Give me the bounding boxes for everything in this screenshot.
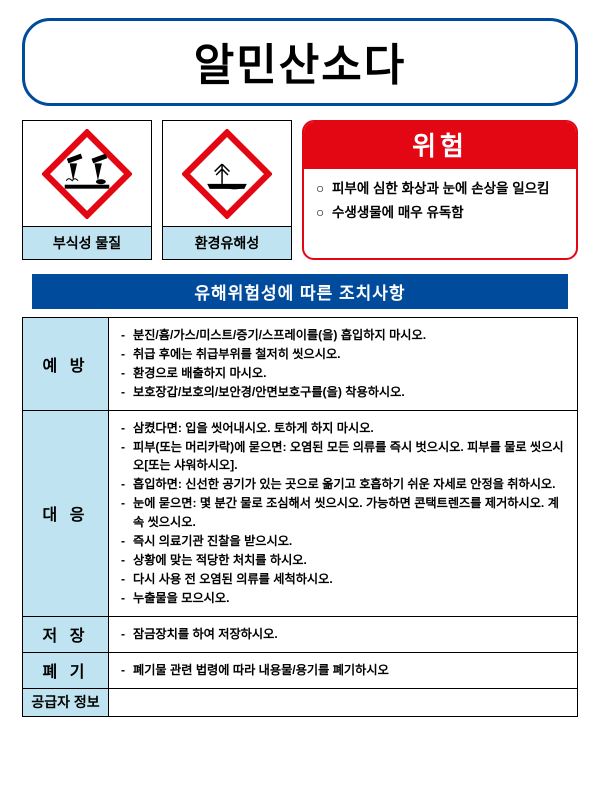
pictogram-label: 부식성 물질 bbox=[23, 226, 151, 259]
top-row: 부식성 물질 환경유해성 위험 피부에 심한 화상과 눈에 손상을 일으킴 수생… bbox=[22, 120, 578, 260]
table-row-response: 대 응 삼켰다면: 입을 씻어내시오. 토하게 하지 마시오. 피부(또는 머리… bbox=[23, 410, 578, 616]
row-label: 폐 기 bbox=[23, 652, 109, 688]
list-item: 보호장갑/보호의/보안경/안면보호구를(을) 착용하시오. bbox=[119, 383, 567, 402]
pictogram-environment: 환경유해성 bbox=[162, 120, 292, 260]
danger-heading: 위험 bbox=[304, 122, 576, 169]
row-label: 대 응 bbox=[23, 410, 109, 616]
danger-item: 피부에 심한 화상과 눈에 손상을 일으킴 bbox=[316, 179, 564, 199]
list-item: 흡입하면: 신선한 공기가 있는 곳으로 옮기고 호흡하기 쉬운 자세로 안정을… bbox=[119, 475, 567, 494]
pictogram-corrosive: 부식성 물질 bbox=[22, 120, 152, 260]
list-item: 취급 후에는 취급부위를 철저히 씻으시오. bbox=[119, 345, 567, 364]
list-item: 눈에 묻으면: 몇 분간 물로 조심해서 씻으시오. 가능하면 콘택트렌즈를 제… bbox=[119, 494, 567, 532]
section-heading: 유해위험성에 따른 조치사항 bbox=[32, 274, 568, 309]
danger-list: 피부에 심한 화상과 눈에 손상을 일으킴 수생생물에 매우 유독함 bbox=[304, 169, 576, 236]
title-container: 알민산소다 bbox=[22, 18, 578, 106]
list-item: 폐기물 관련 법령에 따라 내용물/용기를 폐기하시오 bbox=[119, 661, 567, 680]
row-label: 저 장 bbox=[23, 616, 109, 652]
list-item: 상황에 맞는 적당한 처치를 하시오. bbox=[119, 551, 567, 570]
table-row-storage: 저 장 잠금장치를 하여 저장하시오. bbox=[23, 616, 578, 652]
list-item: 삼켰다면: 입을 씻어내시오. 토하게 하지 마시오. bbox=[119, 419, 567, 438]
corrosive-icon bbox=[23, 121, 151, 226]
row-content: 폐기물 관련 법령에 따라 내용물/용기를 폐기하시오 bbox=[109, 652, 578, 688]
row-content bbox=[109, 688, 578, 716]
pictogram-label: 환경유해성 bbox=[163, 226, 291, 259]
row-label: 공급자 정보 bbox=[23, 688, 109, 716]
table-row-supplier: 공급자 정보 bbox=[23, 688, 578, 716]
list-item: 분진/흄/가스/미스트/증기/스프레이를(을) 흡입하지 마시오. bbox=[119, 326, 567, 345]
chemical-title: 알민산소다 bbox=[25, 29, 575, 93]
list-item: 누출물을 모으시오. bbox=[119, 589, 567, 608]
danger-item: 수생생물에 매우 유독함 bbox=[316, 203, 564, 223]
list-item: 잠금장치를 하여 저장하시오. bbox=[119, 625, 567, 644]
row-content: 삼켰다면: 입을 씻어내시오. 토하게 하지 마시오. 피부(또는 머리카락)에… bbox=[109, 410, 578, 616]
list-item: 즉시 의료기관 진찰을 받으시오. bbox=[119, 532, 567, 551]
danger-box: 위험 피부에 심한 화상과 눈에 손상을 일으킴 수생생물에 매우 유독함 bbox=[302, 120, 578, 260]
row-label: 예 방 bbox=[23, 318, 109, 411]
row-content: 잠금장치를 하여 저장하시오. bbox=[109, 616, 578, 652]
row-content: 분진/흄/가스/미스트/증기/스프레이를(을) 흡입하지 마시오. 취급 후에는… bbox=[109, 318, 578, 411]
environment-icon bbox=[163, 121, 291, 226]
measures-table: 예 방 분진/흄/가스/미스트/증기/스프레이를(을) 흡입하지 마시오. 취급… bbox=[22, 317, 578, 717]
list-item: 다시 사용 전 오염된 의류를 세척하시오. bbox=[119, 570, 567, 589]
table-row-prevention: 예 방 분진/흄/가스/미스트/증기/스프레이를(을) 흡입하지 마시오. 취급… bbox=[23, 318, 578, 411]
list-item: 피부(또는 머리카락)에 묻으면: 오염된 모든 의류를 즉시 벗으시오. 피부… bbox=[119, 438, 567, 476]
table-row-disposal: 폐 기 폐기물 관련 법령에 따라 내용물/용기를 폐기하시오 bbox=[23, 652, 578, 688]
list-item: 환경으로 배출하지 마시오. bbox=[119, 364, 567, 383]
